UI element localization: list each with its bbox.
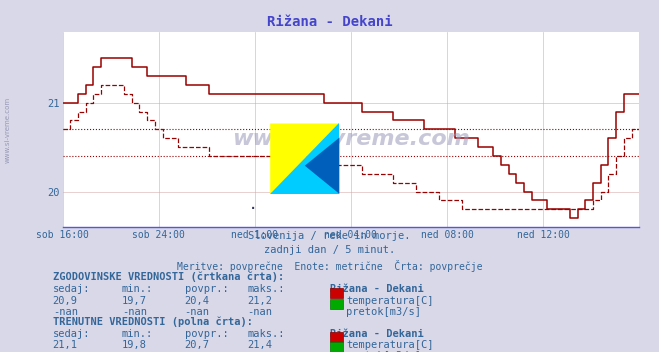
Text: -nan: -nan bbox=[53, 307, 78, 317]
Text: ZGODOVINSKE VREDNOSTI (črtkana črta):: ZGODOVINSKE VREDNOSTI (črtkana črta): bbox=[53, 271, 284, 282]
Text: 21,2: 21,2 bbox=[247, 296, 272, 306]
Text: www.si-vreme.com: www.si-vreme.com bbox=[5, 97, 11, 163]
Polygon shape bbox=[304, 138, 339, 194]
Text: sedaj:: sedaj: bbox=[53, 284, 90, 294]
Text: -nan: -nan bbox=[247, 307, 272, 317]
Text: -nan: -nan bbox=[247, 351, 272, 352]
Text: Meritve: povprečne  Enote: metrične  Črta: povprečje: Meritve: povprečne Enote: metrične Črta:… bbox=[177, 260, 482, 272]
Text: min.:: min.: bbox=[122, 284, 153, 294]
Text: zadnji dan / 5 minut.: zadnji dan / 5 minut. bbox=[264, 245, 395, 255]
Text: -nan: -nan bbox=[185, 351, 210, 352]
Text: TRENUTNE VREDNOSTI (polna črta):: TRENUTNE VREDNOSTI (polna črta): bbox=[53, 317, 252, 327]
Text: 19,7: 19,7 bbox=[122, 296, 147, 306]
Text: 20,4: 20,4 bbox=[185, 296, 210, 306]
Text: maks.:: maks.: bbox=[247, 329, 285, 339]
Text: .: . bbox=[250, 194, 256, 213]
Text: temperatura[C]: temperatura[C] bbox=[346, 340, 434, 350]
Text: min.:: min.: bbox=[122, 329, 153, 339]
Text: pretok[m3/s]: pretok[m3/s] bbox=[346, 351, 421, 352]
Text: 20,9: 20,9 bbox=[53, 296, 78, 306]
Text: 19,8: 19,8 bbox=[122, 340, 147, 350]
Text: Rižana - Dekani: Rižana - Dekani bbox=[330, 284, 423, 294]
Text: sedaj:: sedaj: bbox=[53, 329, 90, 339]
Text: 21,1: 21,1 bbox=[53, 340, 78, 350]
Text: pretok[m3/s]: pretok[m3/s] bbox=[346, 307, 421, 317]
Text: -nan: -nan bbox=[53, 351, 78, 352]
Text: Slovenija / reke in morje.: Slovenija / reke in morje. bbox=[248, 231, 411, 240]
Text: -nan: -nan bbox=[122, 351, 147, 352]
Text: povpr.:: povpr.: bbox=[185, 284, 228, 294]
Text: www.si-vreme.com: www.si-vreme.com bbox=[232, 129, 470, 149]
Text: -nan: -nan bbox=[122, 307, 147, 317]
Text: 20,7: 20,7 bbox=[185, 340, 210, 350]
Text: maks.:: maks.: bbox=[247, 284, 285, 294]
Text: Rižana - Dekani: Rižana - Dekani bbox=[267, 15, 392, 29]
Text: -nan: -nan bbox=[185, 307, 210, 317]
Polygon shape bbox=[270, 124, 339, 194]
Text: Rižana - Dekani: Rižana - Dekani bbox=[330, 329, 423, 339]
Polygon shape bbox=[270, 124, 339, 194]
Text: temperatura[C]: temperatura[C] bbox=[346, 296, 434, 306]
Text: 21,4: 21,4 bbox=[247, 340, 272, 350]
Text: povpr.:: povpr.: bbox=[185, 329, 228, 339]
